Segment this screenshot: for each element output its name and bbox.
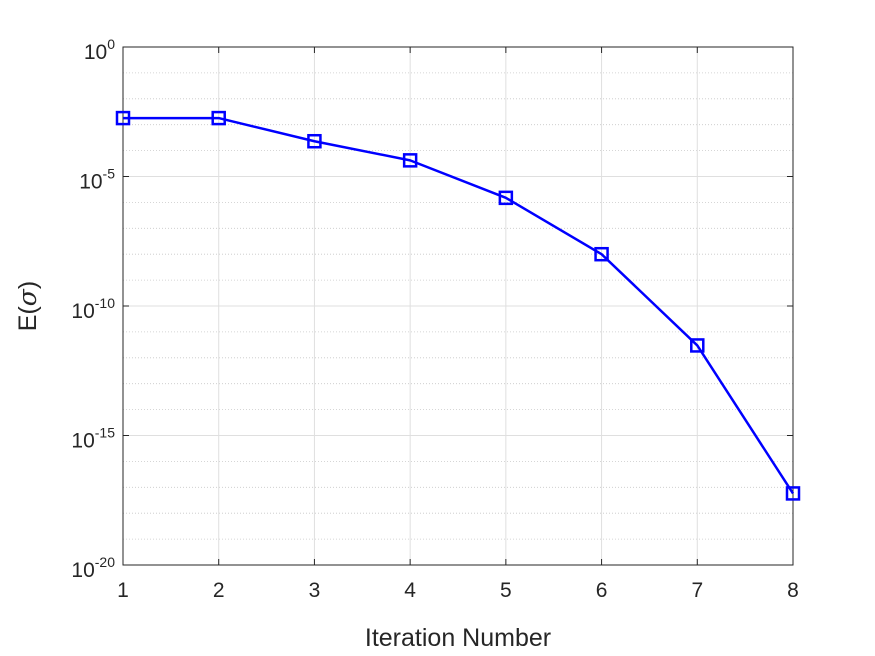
- y-tick-labels: 10-20 10-15 10-10 10-5 100: [71, 36, 115, 582]
- data-point: [785, 486, 801, 501]
- series-line: [123, 116, 795, 495]
- y-axis-label: E(σ): [13, 281, 42, 331]
- axis-ticks: [122, 46, 794, 566]
- y-tick-label: 100: [84, 36, 115, 64]
- data-point: [115, 110, 131, 126]
- data-point: [690, 338, 705, 353]
- y-axis-label-suffix: ): [14, 281, 42, 289]
- data-point: [402, 153, 418, 168]
- x-tick-label: 3: [309, 579, 321, 602]
- x-tick-label: 6: [596, 579, 608, 602]
- x-tick-label: 4: [404, 579, 416, 602]
- x-tick-label: 7: [691, 579, 703, 602]
- y-tick-label: 10-20: [71, 554, 115, 582]
- y-tick-label: 10-10: [71, 295, 115, 323]
- data-point: [211, 110, 226, 126]
- series-group: [115, 110, 801, 501]
- data-point: [594, 246, 609, 262]
- minor-grid: [123, 72, 793, 540]
- x-tick-label: 2: [213, 579, 225, 602]
- data-point: [307, 133, 322, 149]
- y-tick-label: 10-15: [71, 425, 115, 453]
- y-axis-label-prefix: E(: [14, 306, 42, 332]
- x-tick-label: 5: [500, 579, 512, 602]
- y-tick-label: 10-5: [79, 166, 115, 194]
- x-axis-label: Iteration Number: [365, 624, 551, 652]
- y-axis-label-symbol: σ: [13, 288, 42, 306]
- x-tick-label: 8: [787, 579, 799, 602]
- data-point: [498, 190, 514, 206]
- x-tick-label: 1: [117, 579, 129, 602]
- x-tick-labels: 1 2 3 4 5 6 7 8: [117, 579, 799, 602]
